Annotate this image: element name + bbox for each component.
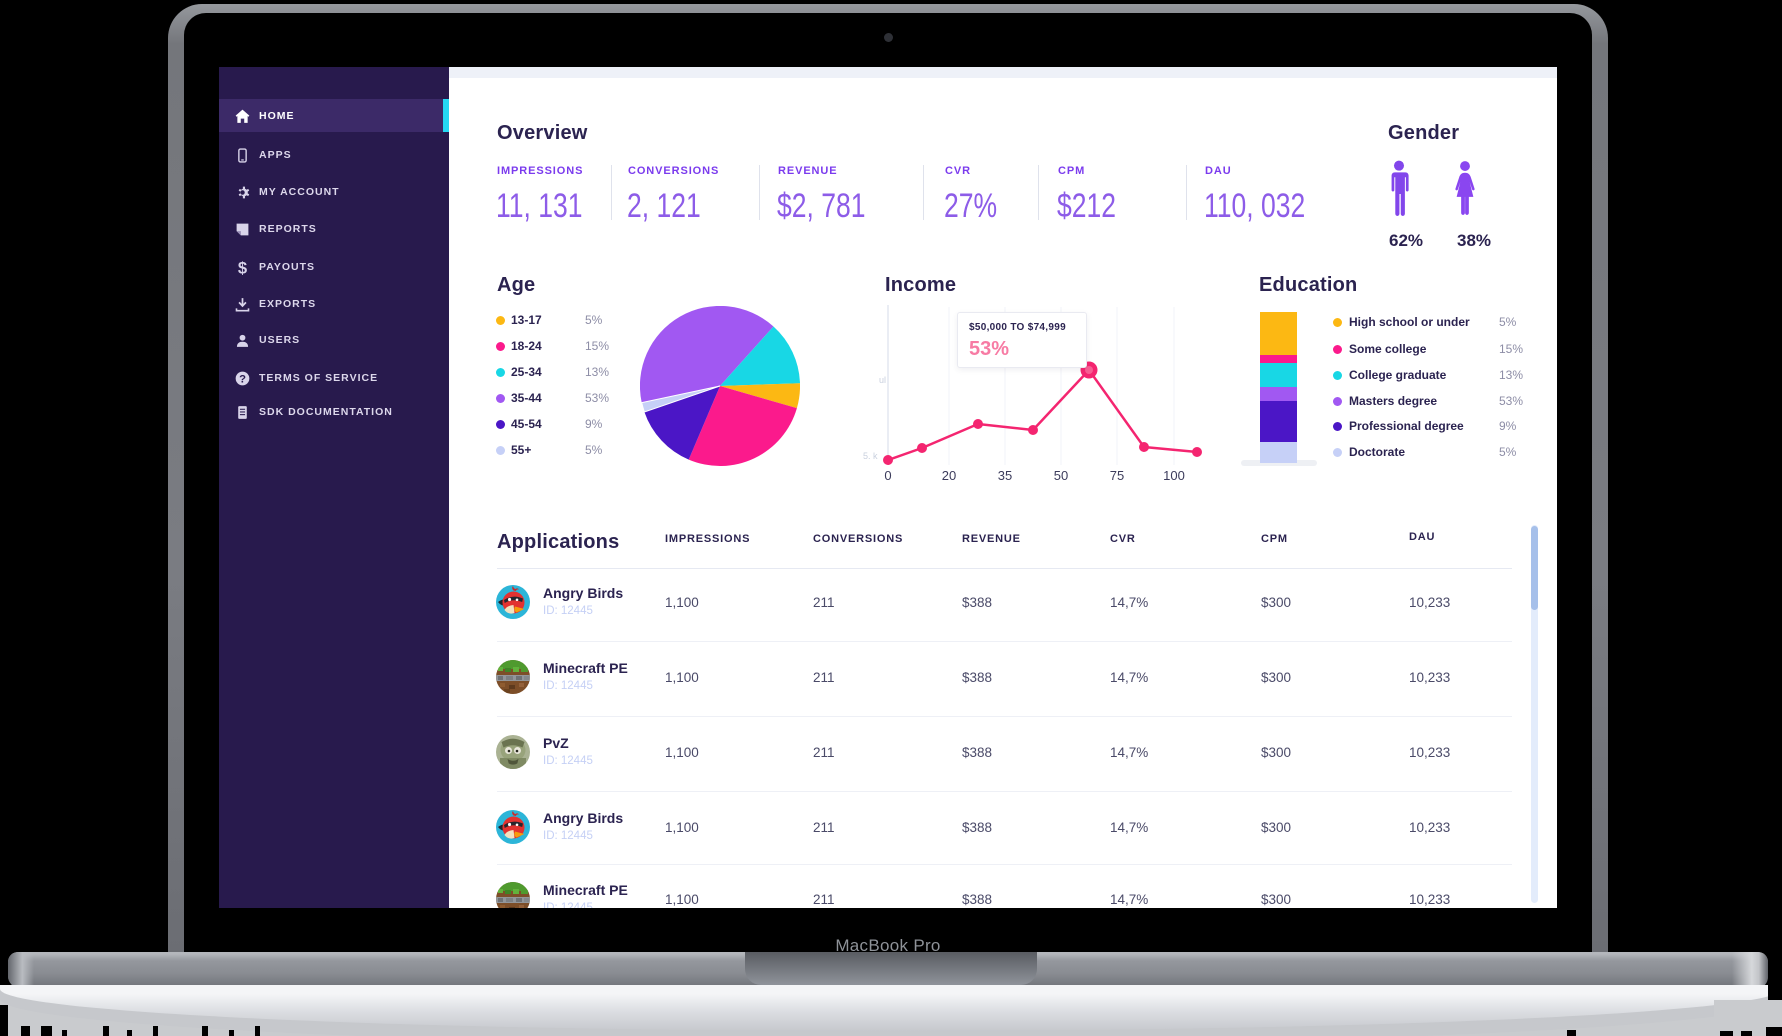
svg-text:5. k: 5. k	[863, 451, 878, 461]
svg-text:ul: ul	[879, 375, 886, 385]
svg-text:?: ?	[239, 373, 246, 385]
svg-text:$: $	[238, 260, 247, 275]
